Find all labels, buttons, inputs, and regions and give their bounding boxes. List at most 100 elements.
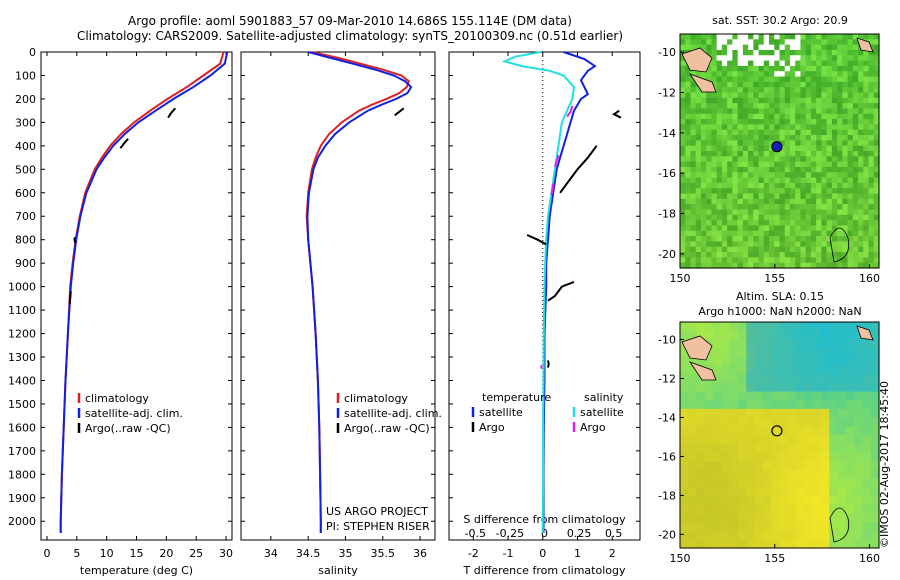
map-cell [800, 262, 807, 269]
map-cell [729, 478, 739, 488]
map-cell [820, 417, 830, 427]
map-cell [826, 129, 833, 136]
map-cell [732, 193, 739, 200]
map-cell [721, 513, 731, 523]
map-cell [863, 60, 870, 67]
map-cell [805, 71, 812, 78]
map-cell [727, 166, 733, 173]
map-cell [753, 172, 760, 179]
map-cell [690, 209, 697, 216]
map-cell [706, 151, 713, 157]
map-cell [721, 151, 728, 157]
map-cell [742, 236, 749, 243]
map-cell [826, 246, 833, 253]
map-cell [831, 76, 838, 83]
map-cell [820, 504, 830, 514]
map-cell [732, 76, 739, 83]
map-cell [690, 236, 697, 243]
map-cell [852, 97, 859, 104]
map-cell [873, 81, 880, 88]
map-cell [789, 39, 796, 46]
x-tick-label: 160 [859, 552, 880, 565]
map-cell [845, 365, 855, 375]
map-cell [873, 135, 880, 141]
map-cell [737, 60, 744, 67]
map-cell [868, 193, 875, 200]
map-cell [862, 400, 872, 410]
y-tick-label: 300 [15, 116, 36, 129]
y-tick-label: 1400 [8, 374, 36, 387]
map-cell [858, 172, 864, 179]
map-cell [774, 124, 781, 131]
map-cell [821, 55, 828, 62]
map-cell [831, 257, 838, 264]
map-cell [758, 87, 765, 94]
map-cell [695, 262, 702, 269]
map-cell [721, 81, 728, 88]
map-cell [753, 252, 760, 258]
map-cell [831, 135, 838, 141]
map-cell [680, 119, 686, 126]
map-cell [863, 129, 870, 136]
map-cell [763, 60, 770, 67]
map-cell [690, 230, 697, 237]
map-cell [847, 113, 854, 120]
map-cell [873, 198, 880, 205]
map-cell [763, 55, 770, 62]
map-sla_map: 150 155 160-10-12-14-16-18-20 [658, 321, 880, 565]
map-cell [796, 400, 805, 410]
map-cell [831, 225, 838, 232]
map-cell [711, 39, 718, 46]
map-cell [721, 356, 731, 367]
map-cell [779, 452, 789, 462]
map-cell [873, 236, 880, 243]
map-cell [763, 225, 770, 232]
map-cell [826, 156, 833, 163]
map-cell [796, 348, 805, 358]
map-cell [771, 348, 781, 358]
map-cell [800, 193, 807, 200]
map-cell [816, 34, 822, 40]
map-cell [704, 469, 714, 480]
map-cell [763, 44, 770, 51]
map-cell [805, 119, 812, 126]
map-cell [754, 435, 764, 445]
map-cell [858, 204, 864, 211]
map-cell [873, 44, 880, 51]
map-cell [706, 193, 713, 200]
map-cell [685, 92, 692, 99]
map-cell [711, 220, 718, 227]
map-cell [763, 92, 770, 99]
map-cell [771, 382, 781, 393]
map-cell [854, 495, 864, 506]
map-cell [854, 356, 864, 367]
map-cell [810, 87, 817, 94]
map-cell [700, 204, 707, 211]
map-cell [863, 172, 870, 179]
map-cell [800, 44, 807, 51]
map-cell [837, 348, 847, 358]
map-cell [805, 55, 812, 62]
map-cell [847, 246, 854, 253]
map-cell [842, 241, 849, 248]
map-cell [845, 382, 855, 393]
map-cell [787, 400, 797, 410]
map-cell [690, 129, 697, 136]
map-cell [721, 214, 728, 221]
map-cell [816, 214, 822, 221]
map-cell [858, 166, 864, 173]
y-tick-label: 200 [15, 93, 36, 106]
map-cell [837, 530, 847, 540]
map-cell [713, 452, 723, 462]
map-cell [695, 182, 702, 189]
map-cell [746, 504, 756, 514]
map-cell [774, 113, 781, 120]
map-cell [870, 348, 880, 358]
map-cell [711, 97, 718, 104]
map-cell [711, 214, 718, 221]
map-cell [688, 322, 698, 332]
map-cell [742, 262, 749, 269]
map-cell [706, 145, 713, 152]
map-cell [680, 182, 686, 189]
map-cell [711, 257, 718, 264]
